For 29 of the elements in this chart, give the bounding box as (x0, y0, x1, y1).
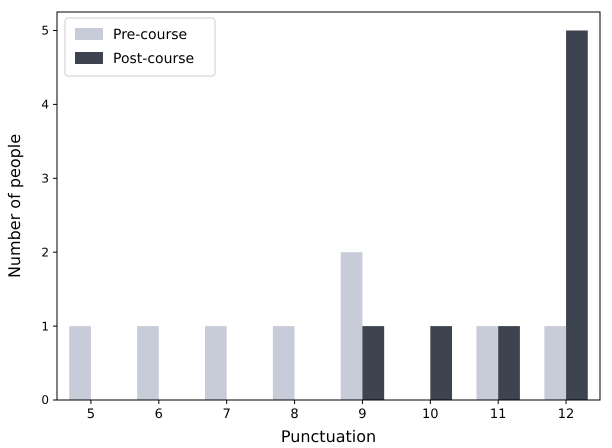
legend-label: Post-course (113, 50, 194, 67)
bar (137, 326, 159, 400)
y-tick-label: 1 (41, 319, 49, 334)
bar (272, 326, 295, 400)
y-tick-label: 5 (41, 24, 49, 38)
x-axis-title: Punctuation (280, 427, 376, 446)
bar (476, 326, 498, 400)
legend-label: Pre-course (113, 26, 188, 43)
y-tick-label: 2 (41, 245, 49, 260)
bar (204, 326, 227, 400)
x-tick-label: 11 (490, 407, 506, 422)
x-tick-label: 5 (86, 407, 96, 422)
bar (544, 326, 566, 400)
x-tick-label: 10 (422, 407, 439, 422)
bar (566, 30, 588, 400)
x-tick-label: 6 (154, 407, 163, 422)
x-tick-label: 9 (358, 407, 367, 422)
y-tick-label: 3 (41, 171, 49, 186)
bar (69, 326, 91, 400)
x-tick-label: 12 (558, 407, 574, 422)
bar (498, 326, 520, 400)
x-tick-label: 7 (222, 407, 231, 422)
y-axis-title: Number of people (5, 134, 24, 278)
bar (430, 326, 452, 400)
x-tick-label: 8 (290, 407, 299, 422)
y-tick-label: 4 (41, 98, 49, 112)
bar (362, 326, 384, 400)
y-tick-label: 0 (41, 393, 49, 408)
bar (340, 252, 362, 400)
